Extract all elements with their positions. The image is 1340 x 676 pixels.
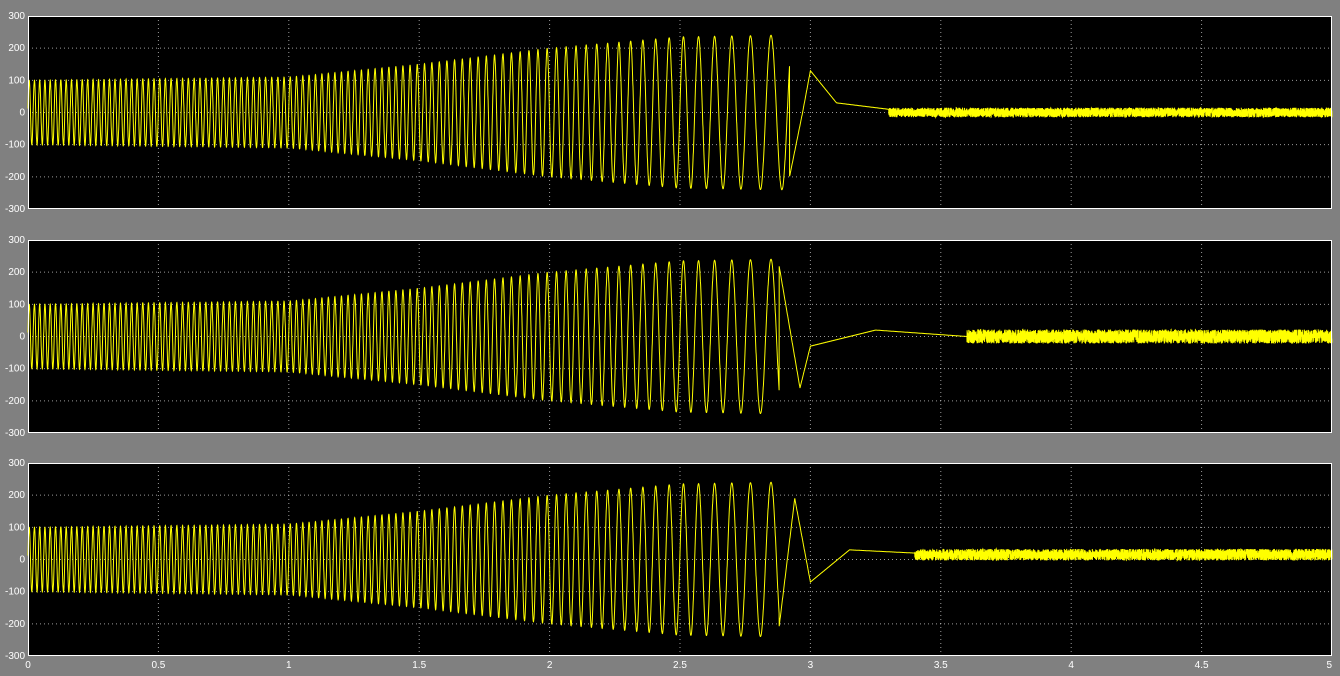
x-tick-label: 4 [1068,660,1074,671]
x-tick-label: 2.5 [673,660,687,671]
scope-axes-2: 300 200 100 0 -100 -200 -300 [5,235,1332,439]
x-tick-label: 0.5 [151,660,165,671]
y-tick-label: 200 [8,490,25,501]
y-tick-label: 0 [19,555,25,566]
y-tick-label: 0 [19,108,25,119]
y-tick-label: 300 [8,458,25,469]
y-tick-label: -200 [5,172,25,183]
y-tick-label: -100 [5,140,25,151]
x-tick-label: 1.5 [412,660,426,671]
y-tick-label: -100 [5,364,25,375]
x-tick-label: 4.5 [1195,660,1209,671]
y-tick-label: 100 [8,522,25,533]
y-tick-label: -200 [5,619,25,630]
x-tick-label: 3 [808,660,814,671]
y-tick-label: 100 [8,75,25,86]
x-tick-label: 3.5 [934,660,948,671]
y-tick-label: -300 [5,204,25,215]
scope-axes-1: 300 200 100 0 -100 -200 -300 [5,11,1332,215]
x-tick-label: 2 [547,660,553,671]
y-tick-label: 100 [8,299,25,310]
x-tick-label: 5 [1326,660,1332,671]
y-tick-label: -100 [5,587,25,598]
x-tick-label: 0 [25,660,31,671]
y-tick-label: 200 [8,267,25,278]
y-tick-label: -300 [5,651,25,662]
y-tick-label: 0 [19,332,25,343]
y-tick-label: -200 [5,396,25,407]
y-tick-label: -300 [5,428,25,439]
scope-axes-3: 3002001000-100-200-3000 0.5 1 1.5 2 2.5 3 3.5 4 4… [5,458,1332,671]
y-tick-label: 200 [8,43,25,54]
y-tick-label: 300 [8,235,25,246]
y-tick-label: 300 [8,11,25,22]
x-tick-label: 1 [286,660,292,671]
